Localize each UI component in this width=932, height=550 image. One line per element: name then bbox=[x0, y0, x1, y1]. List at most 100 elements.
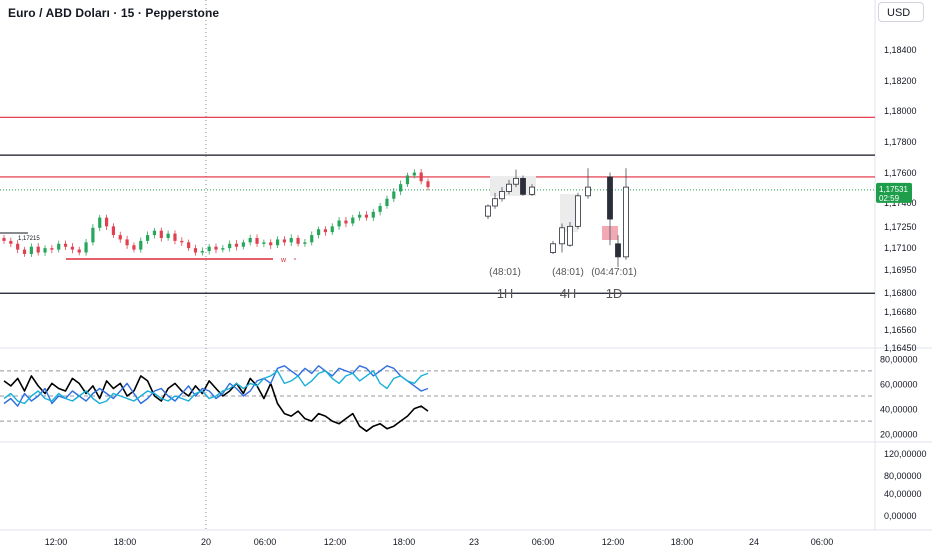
candle-body bbox=[323, 229, 328, 233]
candle-body bbox=[392, 191, 396, 199]
candle-body bbox=[269, 242, 273, 246]
price-tick-label: 1,17100 bbox=[884, 243, 917, 253]
time-tick-label: 06:00 bbox=[532, 537, 555, 547]
time-tick-label: 12:00 bbox=[45, 537, 68, 547]
candle-body bbox=[9, 240, 13, 244]
osc-series-line bbox=[3, 375, 429, 432]
candle-body bbox=[146, 235, 150, 241]
candle-body bbox=[70, 246, 74, 250]
tf-label: 1H bbox=[497, 286, 514, 301]
candle-body bbox=[63, 243, 68, 247]
price-tick-label: 1,17800 bbox=[884, 137, 917, 147]
candle-body bbox=[330, 226, 334, 233]
candle-body bbox=[187, 242, 191, 249]
price-tick-label: 1,18000 bbox=[884, 106, 917, 116]
candle-body bbox=[337, 220, 341, 227]
candle-body bbox=[118, 235, 122, 240]
candle-body bbox=[16, 243, 20, 250]
tf-candle-body bbox=[550, 243, 556, 253]
candle-body bbox=[255, 237, 259, 244]
tf-shade bbox=[490, 176, 536, 196]
candle-body bbox=[310, 235, 314, 243]
time-tick-label: 24 bbox=[749, 537, 759, 547]
osc-axis-label: 20,00000 bbox=[880, 430, 918, 440]
time-tick-label: 06:00 bbox=[254, 537, 277, 547]
candle-body bbox=[104, 217, 109, 227]
current-price-tag bbox=[876, 182, 912, 203]
candle-body bbox=[289, 237, 293, 243]
candle-body bbox=[193, 248, 198, 253]
candle-body bbox=[358, 214, 362, 218]
osc-series-line bbox=[3, 370, 429, 405]
price-tick-label: 1,17250 bbox=[884, 222, 917, 232]
candle-body bbox=[77, 249, 81, 253]
candle-body bbox=[262, 242, 266, 244]
candle-body bbox=[57, 243, 61, 250]
price-tick-label: 1,16680 bbox=[884, 307, 917, 317]
candle-body bbox=[282, 239, 286, 243]
candle-body bbox=[139, 240, 143, 250]
tf-shade bbox=[560, 194, 578, 232]
candle-body bbox=[412, 172, 416, 176]
current-price-label: 1,17531 bbox=[879, 185, 908, 194]
tf-candle-body bbox=[485, 205, 491, 217]
candle-body bbox=[241, 242, 245, 247]
tf-candle-body bbox=[575, 195, 581, 227]
osc-series-line bbox=[3, 365, 429, 407]
price-tick-label: 1,17400 bbox=[884, 198, 917, 208]
currency-button[interactable]: USD bbox=[878, 2, 924, 22]
candle-body bbox=[426, 181, 430, 188]
candle-body bbox=[50, 248, 54, 250]
tf-countdown-label: (04:47:01) bbox=[591, 267, 637, 278]
candle-body bbox=[125, 239, 129, 246]
osc-axis-label: 80,00000 bbox=[880, 354, 918, 364]
tf-candle-body bbox=[492, 198, 498, 207]
candle-body bbox=[399, 184, 403, 192]
tf-candle-body bbox=[559, 227, 565, 245]
osc-axis-label: 60,00000 bbox=[880, 379, 918, 389]
candle-body bbox=[228, 243, 232, 249]
candle-body bbox=[248, 237, 252, 243]
countdown-label: 02:59 bbox=[879, 194, 900, 203]
tf-countdown-label: (48:01) bbox=[552, 267, 584, 278]
candle-body bbox=[405, 175, 410, 185]
tf-candle-body bbox=[506, 183, 512, 192]
candle-body bbox=[364, 214, 369, 218]
candle-body bbox=[166, 233, 170, 238]
candle-body bbox=[419, 172, 423, 182]
candle-body bbox=[159, 230, 163, 238]
candle-body bbox=[2, 237, 6, 241]
candle-body bbox=[132, 245, 136, 250]
candle-body bbox=[180, 240, 184, 243]
candle-body bbox=[43, 248, 47, 253]
candle-body bbox=[214, 246, 218, 250]
candle-body bbox=[98, 217, 102, 228]
small-level-label: 1,17215 bbox=[18, 236, 40, 242]
tf-label: 4H bbox=[560, 286, 577, 301]
tf-countdown-label: (48:01) bbox=[489, 267, 521, 278]
tf-candle-body bbox=[607, 176, 613, 220]
candle-body bbox=[371, 211, 375, 218]
time-tick-label: 18:00 bbox=[114, 537, 137, 547]
price-tick-label: 1,16560 bbox=[884, 325, 917, 335]
tf-candle-body bbox=[520, 177, 526, 195]
time-tick-label: 18:00 bbox=[393, 537, 416, 547]
candle-body bbox=[84, 242, 88, 253]
tf-candle-body bbox=[499, 191, 505, 200]
price-tick-label: 1,16800 bbox=[884, 288, 917, 298]
time-tick-label: 06:00 bbox=[811, 537, 834, 547]
candle-body bbox=[152, 230, 157, 236]
candle-body bbox=[111, 226, 116, 236]
osc-axis-label: 40,00000 bbox=[880, 405, 918, 415]
candle-body bbox=[91, 227, 95, 243]
time-tick-label: 18:00 bbox=[671, 537, 694, 547]
pane3-axis-label: 40,00000 bbox=[884, 489, 922, 499]
tf-candle-body bbox=[623, 186, 629, 258]
candle-body bbox=[207, 246, 211, 252]
candle-body bbox=[385, 198, 389, 206]
candle-body bbox=[344, 220, 348, 224]
price-tick-label: 1,16950 bbox=[884, 265, 917, 275]
price-tick-label: 1,16450 bbox=[884, 343, 917, 353]
